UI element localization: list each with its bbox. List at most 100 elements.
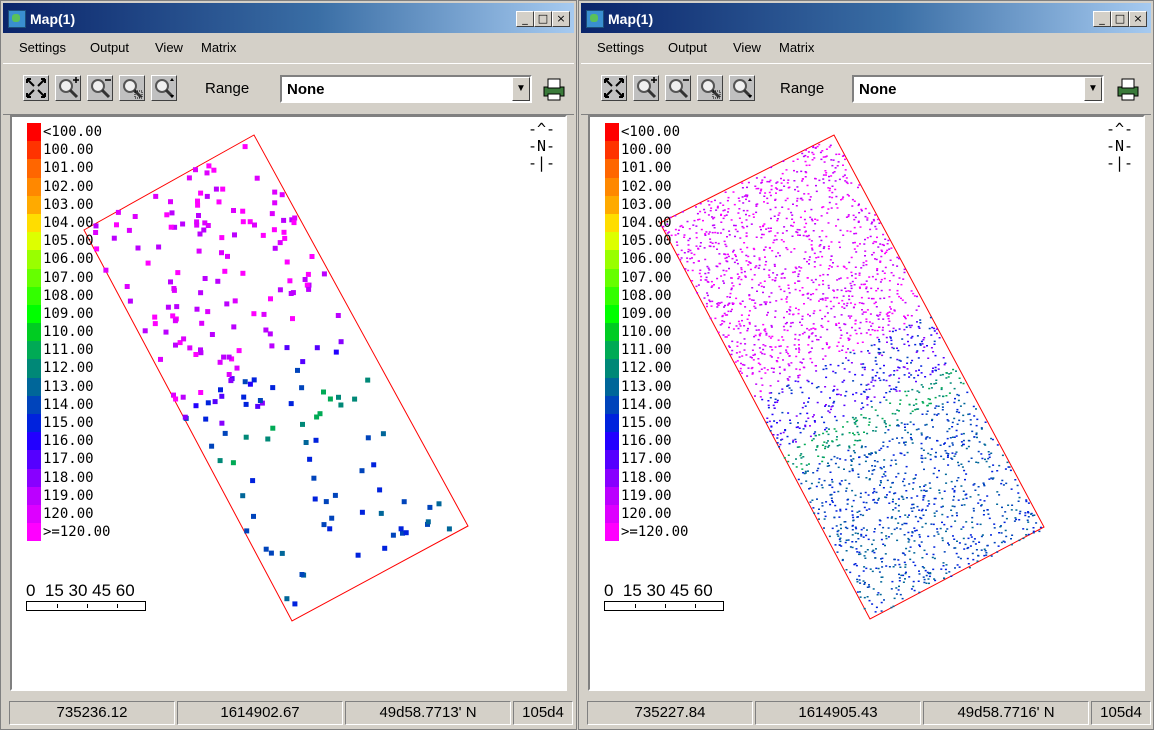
data-point xyxy=(845,304,848,307)
data-point xyxy=(669,216,672,219)
data-point xyxy=(832,159,835,161)
data-point xyxy=(728,346,731,348)
print-icon[interactable] xyxy=(1114,75,1142,103)
data-point xyxy=(859,553,862,555)
data-point xyxy=(865,264,868,266)
data-point xyxy=(968,566,971,569)
data-point xyxy=(821,486,824,489)
data-point xyxy=(221,354,227,360)
menu-output[interactable]: Output xyxy=(668,40,708,55)
menu-view[interactable]: View xyxy=(155,40,183,55)
data-point xyxy=(804,251,807,253)
data-point xyxy=(827,433,830,436)
data-point xyxy=(935,382,938,384)
minimize-button[interactable]: _ xyxy=(516,11,534,27)
range-select[interactable]: None ▼ xyxy=(280,75,532,103)
data-point xyxy=(924,484,927,486)
data-point xyxy=(980,427,983,429)
data-point xyxy=(958,419,961,422)
zoom-in-icon[interactable] xyxy=(55,75,81,101)
dropdown-arrow-icon[interactable]: ▼ xyxy=(1084,77,1102,101)
data-point xyxy=(880,255,883,258)
data-point xyxy=(951,444,954,446)
zoom-in-icon[interactable] xyxy=(633,75,659,101)
data-point xyxy=(886,494,888,496)
data-point xyxy=(365,377,371,383)
data-point xyxy=(806,277,809,279)
zoom-extent-icon[interactable] xyxy=(23,75,49,101)
zoom-extent-icon[interactable] xyxy=(601,75,627,101)
data-point xyxy=(309,254,315,259)
data-point xyxy=(770,185,773,187)
close-button[interactable]: × xyxy=(552,11,570,27)
data-point xyxy=(821,348,824,350)
data-point xyxy=(873,551,876,554)
data-point xyxy=(821,150,824,152)
zoom-window-icon[interactable] xyxy=(697,75,723,101)
data-point xyxy=(795,348,798,350)
data-point xyxy=(854,277,857,279)
data-point xyxy=(187,345,193,351)
menu-settings[interactable]: Settings xyxy=(19,40,66,55)
data-point xyxy=(791,321,794,324)
menu-output[interactable]: Output xyxy=(90,40,130,55)
data-point xyxy=(888,280,891,282)
data-point xyxy=(699,269,702,271)
data-point xyxy=(769,230,772,232)
data-point xyxy=(737,277,740,280)
menu-settings[interactable]: Settings xyxy=(597,40,644,55)
title-bar[interactable]: Map(1) _ □ × xyxy=(3,3,574,33)
data-point xyxy=(741,300,744,302)
data-point xyxy=(760,303,763,306)
map-canvas[interactable]: <100.00 100.00 101.00 102.00 103.00 104.00 105… xyxy=(10,115,567,691)
map-canvas[interactable]: <100.00 100.00 101.00 102.00 103.00 104.00 105… xyxy=(588,115,1145,691)
data-point xyxy=(721,314,724,317)
data-point xyxy=(219,420,225,426)
maximize-button[interactable]: □ xyxy=(534,11,552,27)
data-point xyxy=(222,430,228,436)
range-select[interactable]: None ▼ xyxy=(852,75,1104,103)
maximize-button[interactable]: □ xyxy=(1111,11,1129,27)
menu-matrix[interactable]: Matrix xyxy=(201,40,237,55)
menu-view[interactable]: View xyxy=(733,40,761,55)
data-point xyxy=(784,322,787,325)
data-point xyxy=(771,349,774,351)
data-point xyxy=(906,451,909,454)
pan-icon[interactable] xyxy=(151,75,177,101)
title-bar[interactable]: Map(1) _ □ × xyxy=(581,3,1151,33)
data-point xyxy=(798,446,801,448)
data-point xyxy=(821,318,824,320)
data-point xyxy=(721,315,724,318)
data-point xyxy=(798,280,801,282)
data-point xyxy=(947,542,949,544)
data-point xyxy=(967,460,970,463)
data-point xyxy=(846,503,849,505)
data-point xyxy=(774,277,777,279)
zoom-window-icon[interactable] xyxy=(119,75,145,101)
zoom-out-icon[interactable] xyxy=(665,75,691,101)
data-point xyxy=(720,275,723,277)
data-point xyxy=(738,283,741,286)
data-point xyxy=(1038,530,1041,533)
data-point xyxy=(816,446,819,448)
pan-icon[interactable] xyxy=(729,75,755,101)
print-icon[interactable] xyxy=(540,75,568,103)
data-point xyxy=(807,297,810,299)
data-point xyxy=(842,426,844,428)
menu-matrix[interactable]: Matrix xyxy=(779,40,815,55)
data-point xyxy=(774,206,777,209)
zoom-out-icon[interactable] xyxy=(87,75,113,101)
close-button[interactable]: × xyxy=(1129,11,1147,27)
data-point xyxy=(943,551,946,553)
dropdown-arrow-icon[interactable]: ▼ xyxy=(512,77,530,101)
data-point xyxy=(766,421,769,424)
minimize-button[interactable]: _ xyxy=(1093,11,1111,27)
data-point xyxy=(813,266,816,268)
data-point xyxy=(890,517,893,519)
data-point xyxy=(809,501,812,503)
data-point xyxy=(821,326,824,328)
data-point xyxy=(819,151,822,154)
data-point xyxy=(906,362,909,364)
data-point xyxy=(814,328,817,331)
data-point xyxy=(892,498,894,501)
